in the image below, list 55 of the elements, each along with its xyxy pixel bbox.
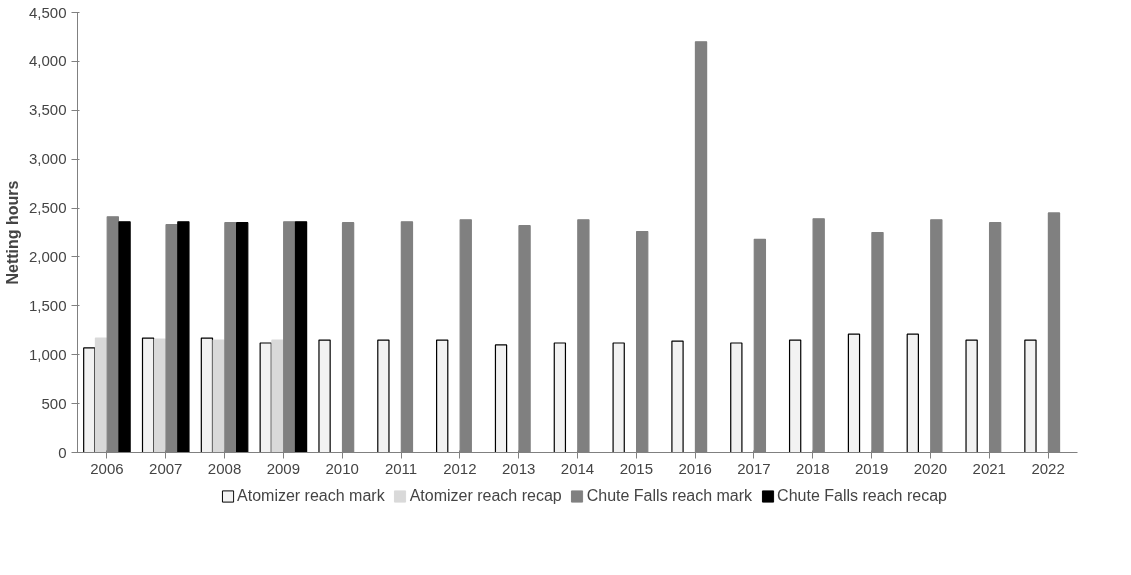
legend-label: Atomizer reach mark [237,487,385,505]
x-tick-label: 2006 [90,459,124,477]
bar [94,337,108,453]
bar [612,342,625,453]
x-tick-label: 2015 [619,459,654,477]
y-tick-label: 2,500 [28,199,67,217]
y-tick-label: 3,000 [28,150,67,168]
x-tick-label: 2009 [266,459,301,477]
bar [847,333,861,453]
x-tick-label: 2016 [678,459,712,477]
y-tick-label: 4,500 [28,3,67,21]
x-tick-label: 2014 [560,459,595,477]
y-axis-title: Netting hours [3,180,21,285]
x-tick-label: 2012 [443,459,477,477]
x-tick-label: 2018 [796,459,830,477]
y-tick-label: 1,000 [28,345,67,363]
y-tick-label: 0 [58,443,67,461]
y-tick-label: 500 [41,394,67,412]
bar [906,333,919,453]
bar [294,221,308,453]
legend-label: Chute Falls reach mark [586,487,753,505]
x-tick-label: 2008 [207,459,242,477]
bar [212,339,225,453]
x-tick-label: 2017 [737,459,771,477]
x-tick-label: 2011 [384,459,418,477]
bar [236,222,249,453]
bar [141,337,155,453]
bar [83,347,96,453]
bar [671,340,684,453]
y-tick-label: 4,000 [28,52,67,70]
bar [730,342,743,453]
bar [318,339,331,453]
x-tick-label: 2020 [913,459,948,477]
x-tick-label: 2007 [149,459,183,477]
bar [118,221,131,453]
bar [377,339,390,453]
x-tick-label: 2022 [1031,459,1065,477]
legend-label: Chute Falls reach recap [777,487,947,505]
bar [1024,339,1037,453]
bar [436,339,449,453]
bar [259,342,272,453]
bar [788,339,802,453]
bar [553,342,567,453]
y-tick-label: 3,500 [28,101,67,119]
bar [494,344,508,453]
bar [177,221,190,453]
x-tick-label: 2021 [972,459,1006,477]
bar [271,339,284,453]
y-tick-label: 2,000 [28,247,67,265]
legend-label: Atomizer reach recap [409,487,562,505]
bar [965,339,978,453]
y-tick-label: 1,500 [28,296,67,314]
x-tick-label: 2019 [854,459,889,477]
x-tick-label: 2013 [501,459,536,477]
x-tick-label: 2010 [325,459,359,477]
